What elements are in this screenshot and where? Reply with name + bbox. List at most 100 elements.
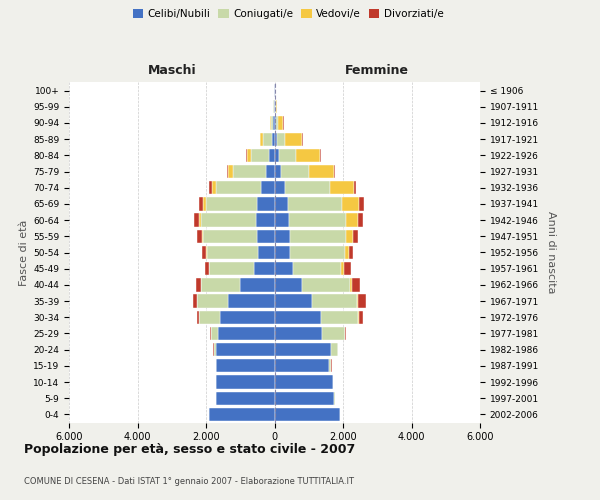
Bar — [251, 148, 269, 162]
Bar — [358, 294, 365, 308]
Bar — [271, 116, 273, 130]
Bar — [302, 278, 350, 291]
Bar — [257, 230, 275, 243]
Bar — [209, 408, 275, 421]
Bar — [216, 181, 261, 194]
Bar — [193, 294, 197, 308]
Legend: Celibi/Nubili, Coniugati/e, Vedovi/e, Divorziati/e: Celibi/Nubili, Coniugati/e, Vedovi/e, Di… — [128, 5, 448, 24]
Bar — [353, 230, 358, 243]
Bar — [293, 262, 341, 276]
Bar — [358, 214, 362, 227]
Bar — [309, 165, 334, 178]
Bar — [275, 148, 279, 162]
Bar — [359, 310, 363, 324]
Bar — [320, 148, 321, 162]
Bar — [275, 343, 331, 356]
Bar — [216, 343, 275, 356]
Bar — [289, 214, 346, 227]
Bar — [240, 278, 275, 291]
Bar — [344, 262, 351, 276]
Bar — [197, 310, 199, 324]
Bar — [206, 198, 257, 210]
Bar — [354, 181, 356, 194]
Bar — [233, 165, 266, 178]
Bar — [194, 214, 199, 227]
Bar — [346, 230, 353, 243]
Bar — [322, 327, 345, 340]
Bar — [228, 165, 233, 178]
Bar — [341, 262, 344, 276]
Bar — [199, 310, 220, 324]
Bar — [254, 262, 275, 276]
Bar — [214, 343, 216, 356]
Bar — [203, 198, 206, 210]
Bar — [206, 246, 258, 259]
Bar — [349, 246, 353, 259]
Bar — [197, 294, 228, 308]
Bar — [209, 262, 254, 276]
Bar — [352, 278, 361, 291]
Bar — [216, 359, 275, 372]
Bar — [358, 310, 359, 324]
Bar — [215, 392, 275, 405]
Text: Maschi: Maschi — [148, 64, 196, 78]
Bar — [275, 262, 293, 276]
Bar — [278, 116, 283, 130]
Bar — [197, 230, 202, 243]
Y-axis label: Anni di nascita: Anni di nascita — [545, 211, 556, 294]
Bar — [202, 246, 206, 259]
Text: COMUNE DI CESENA - Dati ISTAT 1° gennaio 2007 - Elaborazione TUTTITALIA.IT: COMUNE DI CESENA - Dati ISTAT 1° gennaio… — [24, 477, 354, 486]
Bar — [279, 148, 296, 162]
Bar — [203, 230, 257, 243]
Bar — [275, 198, 287, 210]
Bar — [285, 132, 302, 146]
Bar — [220, 310, 275, 324]
Bar — [275, 327, 322, 340]
Bar — [276, 116, 278, 130]
Bar — [290, 246, 345, 259]
Y-axis label: Fasce di età: Fasce di età — [19, 220, 29, 286]
Bar — [257, 198, 275, 210]
Bar — [334, 165, 335, 178]
Bar — [247, 148, 251, 162]
Bar — [275, 408, 340, 421]
Bar — [272, 132, 275, 146]
Bar — [270, 116, 271, 130]
Bar — [359, 198, 364, 210]
Bar — [199, 198, 203, 210]
Bar — [228, 294, 275, 308]
Bar — [275, 181, 286, 194]
Bar — [343, 198, 359, 210]
Bar — [275, 376, 333, 388]
Bar — [329, 359, 331, 372]
Bar — [261, 181, 275, 194]
Bar — [287, 198, 343, 210]
Bar — [356, 294, 358, 308]
Bar — [275, 116, 276, 130]
Bar — [227, 165, 228, 178]
Bar — [331, 343, 338, 356]
Bar — [276, 100, 277, 114]
Bar — [330, 181, 354, 194]
Bar — [277, 132, 285, 146]
Bar — [275, 294, 312, 308]
Bar — [205, 262, 209, 276]
Bar — [345, 327, 346, 340]
Bar — [202, 230, 203, 243]
Bar — [350, 278, 352, 291]
Text: Femmine: Femmine — [345, 64, 409, 78]
Bar — [275, 132, 277, 146]
Bar — [269, 148, 275, 162]
Bar — [215, 359, 216, 372]
Bar — [263, 132, 272, 146]
Bar — [212, 181, 216, 194]
Bar — [275, 310, 321, 324]
Bar — [281, 165, 309, 178]
Bar — [256, 214, 275, 227]
Bar — [296, 148, 320, 162]
Bar — [286, 181, 330, 194]
Bar — [258, 246, 275, 259]
Bar — [266, 165, 275, 178]
Text: Popolazione per età, sesso e stato civile - 2007: Popolazione per età, sesso e stato civil… — [24, 442, 355, 456]
Bar — [216, 376, 275, 388]
